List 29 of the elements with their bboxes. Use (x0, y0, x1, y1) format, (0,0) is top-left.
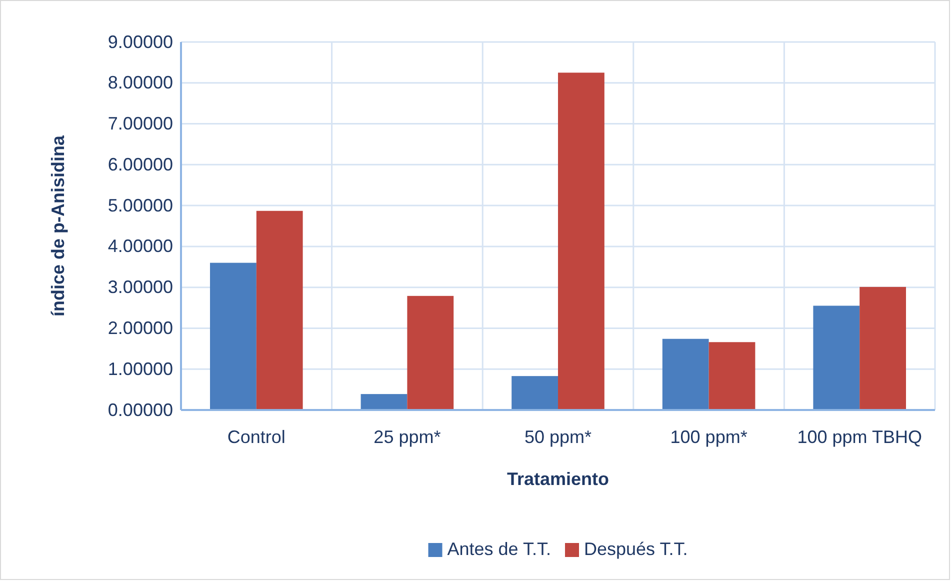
y-tick-label: 2.00000 (108, 318, 173, 338)
y-tick-label: 0.00000 (108, 400, 173, 420)
y-tick-label: 1.00000 (108, 358, 173, 379)
y-tick-label: 4.00000 (108, 236, 173, 256)
legend-label: Después T.T. (584, 539, 688, 559)
bar (407, 296, 454, 410)
y-axis-title: índice de p-Anisidina (48, 134, 68, 317)
y-tick-label: 8.00000 (108, 72, 173, 93)
y-tick-label: 5.00000 (108, 195, 173, 216)
bar (860, 286, 906, 410)
y-tick-label: 6.00000 (108, 154, 173, 174)
y-tick-label: 9.00000 (108, 32, 173, 52)
bar (708, 342, 756, 410)
x-tick-label: 100 ppm* (670, 426, 748, 447)
y-tick-label: 3.00000 (108, 277, 173, 298)
bar (558, 72, 604, 410)
bar (813, 306, 860, 410)
bar (512, 376, 558, 410)
x-tick-label: 100 ppm TBHQ (797, 426, 922, 447)
x-tick-label: 50 ppm* (524, 426, 592, 447)
y-tick-label: 7.00000 (108, 114, 173, 134)
bar (360, 394, 408, 410)
bar (256, 210, 303, 410)
x-tick-label: 25 ppm* (374, 426, 441, 447)
x-tick-label: Control (227, 426, 286, 447)
x-axis-title: Tratamiento (506, 469, 610, 489)
legend-label: Antes de T.T. (447, 539, 551, 559)
bar (662, 338, 709, 410)
bar (210, 262, 256, 410)
